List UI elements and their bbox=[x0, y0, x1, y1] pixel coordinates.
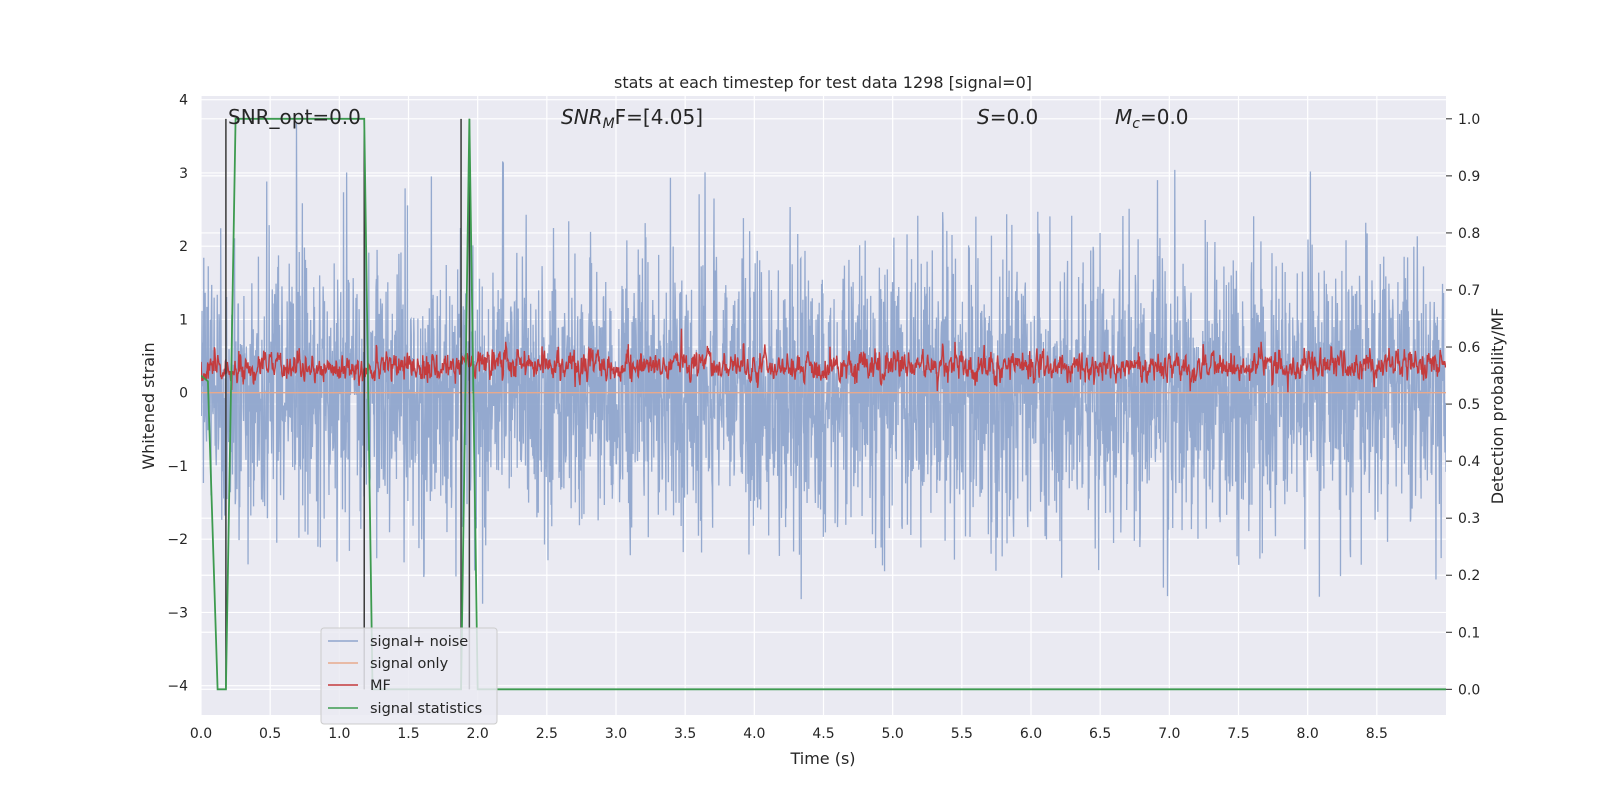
mc-sub: c bbox=[1132, 116, 1140, 132]
left-y-tick-label: 0 bbox=[179, 386, 188, 402]
legend-label-signal-only: signal only bbox=[370, 656, 449, 672]
legend-label-mf: MF bbox=[370, 678, 391, 694]
right-y-tick-label: 0.1 bbox=[1458, 625, 1480, 641]
snr-mf-base: SNR bbox=[561, 105, 603, 129]
left-y-axis-label: Whitened strain bbox=[139, 342, 158, 469]
right-y-tick-label: 0.2 bbox=[1458, 568, 1480, 584]
snr-mf-rest: F=[4.05] bbox=[615, 105, 703, 129]
x-tick-label: 7.5 bbox=[1227, 726, 1249, 742]
right-y-axis-label: Detection probability/MF bbox=[1488, 308, 1507, 505]
x-tick-label: 8.5 bbox=[1366, 726, 1388, 742]
annotation-mc: Mc=0.0 bbox=[1115, 105, 1189, 132]
legend-box bbox=[320, 627, 498, 725]
series-signal-noise bbox=[201, 121, 1446, 604]
x-tick-label: 1.0 bbox=[328, 726, 350, 742]
x-tick-label: 0.5 bbox=[259, 726, 281, 742]
x-tick-label: 8.0 bbox=[1297, 726, 1319, 742]
right-y-tick-label: 0.8 bbox=[1458, 226, 1480, 242]
x-tick-label: 6.0 bbox=[1020, 726, 1042, 742]
annotation-snr-mf: SNRMF=[4.05] bbox=[561, 105, 703, 132]
left-y-tick-label: −4 bbox=[167, 679, 188, 695]
left-y-tick-label: 3 bbox=[179, 166, 188, 182]
x-tick-label: 2.0 bbox=[467, 726, 489, 742]
left-y-tick-labels: 4 3 2 1 0 −1 −2 −3 −4 bbox=[167, 93, 188, 695]
right-y-tick-label: 0.9 bbox=[1458, 169, 1480, 185]
mc-rest: =0.0 bbox=[1140, 105, 1189, 129]
left-y-tick-label: 2 bbox=[179, 239, 188, 255]
x-tick-label: 5.5 bbox=[951, 726, 973, 742]
x-tick-label: 4.5 bbox=[812, 726, 834, 742]
annotation-snr-opt: SNR_opt=0.0 bbox=[228, 105, 361, 129]
left-y-tick-label: 1 bbox=[179, 312, 188, 328]
x-tick-label: 4.0 bbox=[743, 726, 765, 742]
series-mf bbox=[201, 328, 1446, 393]
x-tick-label: 3.5 bbox=[674, 726, 696, 742]
left-y-tick-label: −2 bbox=[167, 532, 188, 548]
right-y-tick-label: 0.6 bbox=[1458, 340, 1480, 356]
x-tick-label: 3.0 bbox=[605, 726, 627, 742]
x-tick-label: 0.0 bbox=[190, 726, 212, 742]
x-tick-label: 2.5 bbox=[536, 726, 558, 742]
right-y-tick-label: 0.3 bbox=[1458, 511, 1480, 527]
x-tick-label: 6.5 bbox=[1089, 726, 1111, 742]
right-y-tick-label: 1.0 bbox=[1458, 112, 1480, 128]
right-y-tick-label: 0.4 bbox=[1458, 454, 1480, 470]
right-y-tick-label: 0.7 bbox=[1458, 283, 1480, 299]
annotation-s: S=0.0 bbox=[977, 105, 1038, 129]
x-tick-label: 5.0 bbox=[882, 726, 904, 742]
series-layer bbox=[201, 117, 1446, 691]
chart-title: stats at each timestep for test data 129… bbox=[614, 73, 1032, 92]
series-signal-statistics bbox=[201, 117, 1446, 691]
legend-label-signal-statistics: signal statistics bbox=[370, 701, 482, 717]
left-y-tick-label: −3 bbox=[167, 605, 188, 621]
right-y-tick-label: 0.5 bbox=[1458, 397, 1480, 413]
snr-mf-sub: M bbox=[603, 116, 615, 132]
s-italic: S bbox=[977, 105, 990, 129]
x-axis-label: Time (s) bbox=[789, 749, 855, 768]
left-y-tick-label: −1 bbox=[167, 459, 188, 475]
right-y-tick-labels: 1.0 0.9 0.8 0.7 0.6 0.5 0.4 0.3 0.2 0.1 0.0 bbox=[1446, 112, 1480, 698]
legend-label-signal-noise: signal+ noise bbox=[370, 634, 468, 650]
right-y-tick-label: 0.0 bbox=[1458, 682, 1480, 698]
legend: signal+ noise signal only MF signal stat… bbox=[320, 627, 498, 725]
s-rest: =0.0 bbox=[990, 105, 1039, 129]
left-y-tick-label: 4 bbox=[179, 93, 188, 109]
x-tick-labels: 0.0 0.5 1.0 1.5 2.0 2.5 3.0 3.5 4.0 4.5 5.0 5.5 6.0 6… bbox=[190, 726, 1388, 742]
x-tick-label: 7.0 bbox=[1158, 726, 1180, 742]
x-tick-label: 1.5 bbox=[397, 726, 419, 742]
mc-base: M bbox=[1115, 105, 1132, 129]
